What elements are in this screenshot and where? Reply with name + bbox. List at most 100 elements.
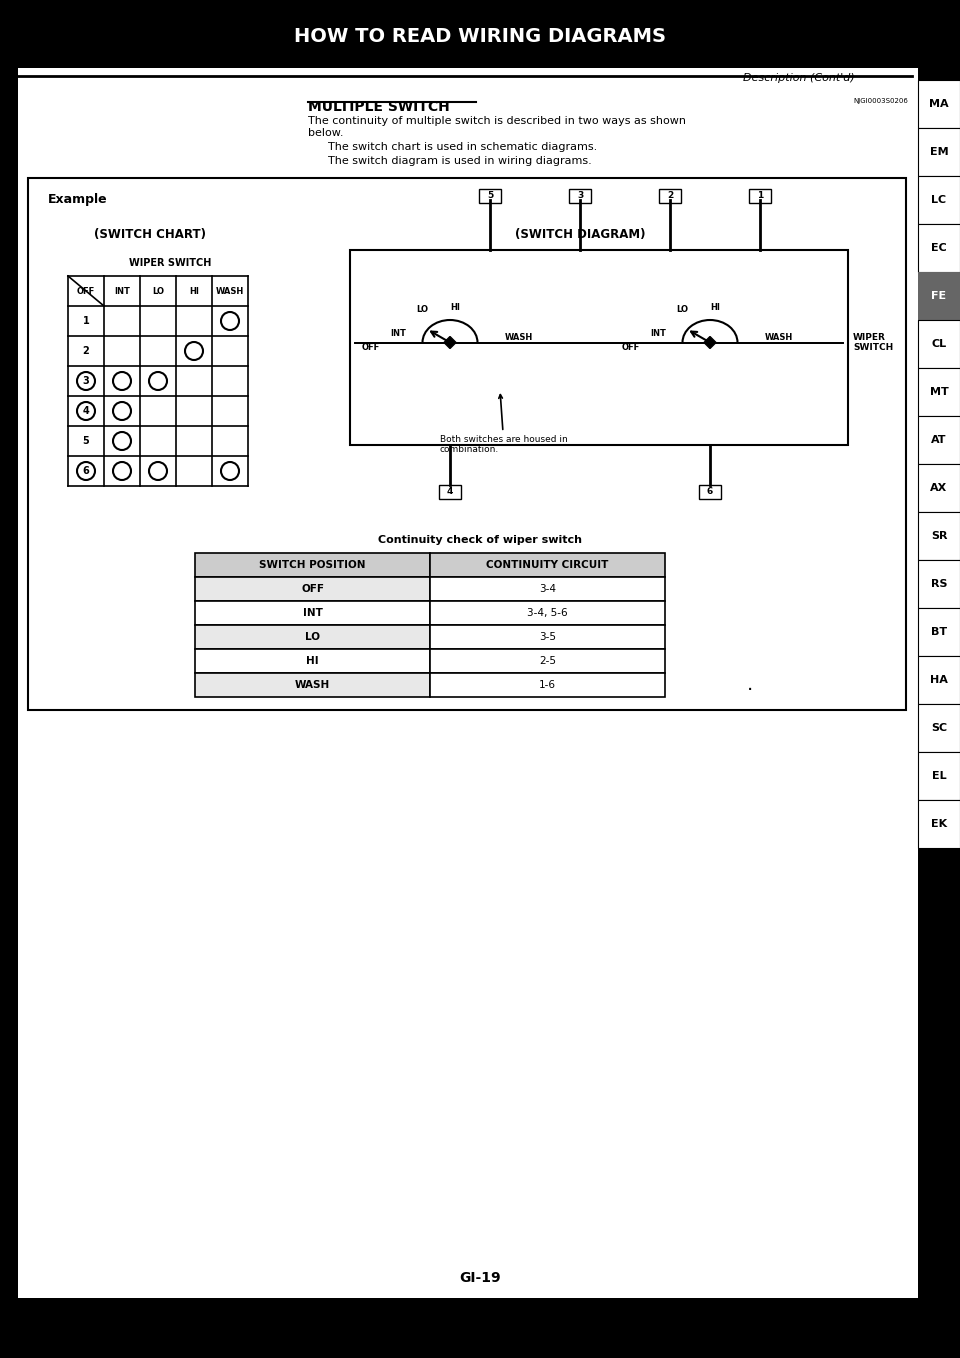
Text: 5: 5 (487, 191, 493, 201)
Text: The switch chart is used in schematic diagrams.: The switch chart is used in schematic di… (328, 143, 597, 152)
Bar (350, 250, 848, 445)
Bar (918, 608, 960, 656)
Text: The switch diagram is used in wiring diagrams.: The switch diagram is used in wiring dia… (328, 156, 591, 166)
Text: INT: INT (302, 608, 323, 618)
Text: FE: FE (931, 291, 947, 301)
Text: WIPER SWITCH: WIPER SWITCH (129, 258, 211, 268)
Text: WASH: WASH (765, 333, 793, 342)
Text: HA: HA (930, 675, 948, 684)
Text: below.: below. (308, 128, 344, 139)
Bar (918, 559, 960, 608)
Text: Example: Example (48, 193, 108, 206)
Text: OFF: OFF (301, 584, 324, 593)
Text: AX: AX (930, 483, 948, 493)
Text: OFF: OFF (622, 344, 640, 352)
Text: CL: CL (931, 340, 947, 349)
Text: ·: · (747, 680, 754, 699)
Text: BT: BT (931, 627, 948, 637)
Bar (918, 656, 960, 703)
Bar (749, 189, 771, 202)
Bar (918, 128, 960, 177)
Bar (479, 189, 501, 202)
Text: EC: EC (931, 243, 947, 253)
Bar (195, 649, 430, 674)
Bar (430, 577, 665, 602)
Text: HI: HI (710, 303, 720, 312)
Text: 3: 3 (83, 376, 89, 386)
Text: 6: 6 (707, 488, 713, 497)
Bar (569, 189, 591, 202)
Text: RS: RS (931, 579, 948, 589)
Bar (430, 649, 665, 674)
Text: MA: MA (929, 99, 948, 109)
Bar (918, 464, 960, 512)
Text: OFF: OFF (362, 344, 380, 352)
Text: INT: INT (650, 329, 666, 338)
Text: 3-4, 5-6: 3-4, 5-6 (527, 608, 567, 618)
Text: OFF: OFF (77, 287, 95, 296)
Text: 1-6: 1-6 (539, 680, 556, 690)
Text: EM: EM (929, 147, 948, 158)
Text: WASH: WASH (505, 333, 533, 342)
Text: HI: HI (189, 287, 199, 296)
Text: WIPER
SWITCH: WIPER SWITCH (853, 333, 893, 352)
Text: 4: 4 (83, 406, 89, 416)
Bar (918, 177, 960, 224)
Text: LC: LC (931, 196, 947, 205)
Text: LO: LO (416, 306, 428, 315)
Bar (430, 625, 665, 649)
Bar (195, 602, 430, 625)
Polygon shape (444, 337, 456, 349)
Bar (195, 625, 430, 649)
Text: 3-5: 3-5 (539, 631, 556, 642)
Bar (918, 512, 960, 559)
Bar (918, 320, 960, 368)
Text: 2: 2 (83, 346, 89, 356)
Text: HOW TO READ WIRING DIAGRAMS: HOW TO READ WIRING DIAGRAMS (294, 27, 666, 46)
Text: SR: SR (931, 531, 948, 540)
Bar (195, 577, 430, 602)
Bar (699, 485, 721, 498)
Text: HI: HI (450, 303, 460, 312)
Text: INT: INT (114, 287, 130, 296)
Text: 3-4: 3-4 (539, 584, 556, 593)
Text: HI: HI (306, 656, 319, 665)
Text: 2: 2 (667, 191, 673, 201)
Text: AT: AT (931, 435, 947, 445)
Text: 2-5: 2-5 (539, 656, 556, 665)
Polygon shape (704, 337, 716, 349)
Bar (195, 553, 430, 577)
Text: 1: 1 (756, 191, 763, 201)
Bar (0, 0, 960, 68)
Text: LO: LO (305, 631, 320, 642)
Bar (918, 800, 960, 847)
Text: carmanualsonline.info: carmanualsonline.info (731, 1313, 870, 1327)
Text: 1: 1 (83, 316, 89, 326)
Text: LO: LO (676, 306, 688, 315)
Text: 3: 3 (577, 191, 583, 201)
Text: SWITCH POSITION: SWITCH POSITION (259, 559, 366, 570)
Bar (918, 416, 960, 464)
Text: (SWITCH DIAGRAM): (SWITCH DIAGRAM) (515, 228, 645, 240)
Bar (918, 368, 960, 416)
Bar (28, 178, 906, 710)
Text: EL: EL (932, 771, 947, 781)
Bar (430, 553, 665, 577)
Text: 4: 4 (446, 488, 453, 497)
Text: The continuity of multiple switch is described in two ways as shown: The continuity of multiple switch is des… (308, 115, 686, 126)
Text: MT: MT (929, 387, 948, 397)
Bar (430, 674, 665, 697)
Text: Description (Cont'd): Description (Cont'd) (743, 73, 855, 83)
Text: EK: EK (931, 819, 948, 828)
Text: WASH: WASH (216, 287, 244, 296)
Text: GI-19: GI-19 (459, 1271, 501, 1285)
Bar (195, 674, 430, 697)
Text: WASH: WASH (295, 680, 330, 690)
Text: CONTINUITY CIRCUIT: CONTINUITY CIRCUIT (487, 559, 609, 570)
Text: 6: 6 (83, 466, 89, 477)
Text: Both switches are housed in
combination.: Both switches are housed in combination. (440, 395, 567, 455)
Bar (918, 752, 960, 800)
Text: Continuity check of wiper switch: Continuity check of wiper switch (378, 535, 582, 545)
Bar (659, 189, 681, 202)
Bar (918, 224, 960, 272)
